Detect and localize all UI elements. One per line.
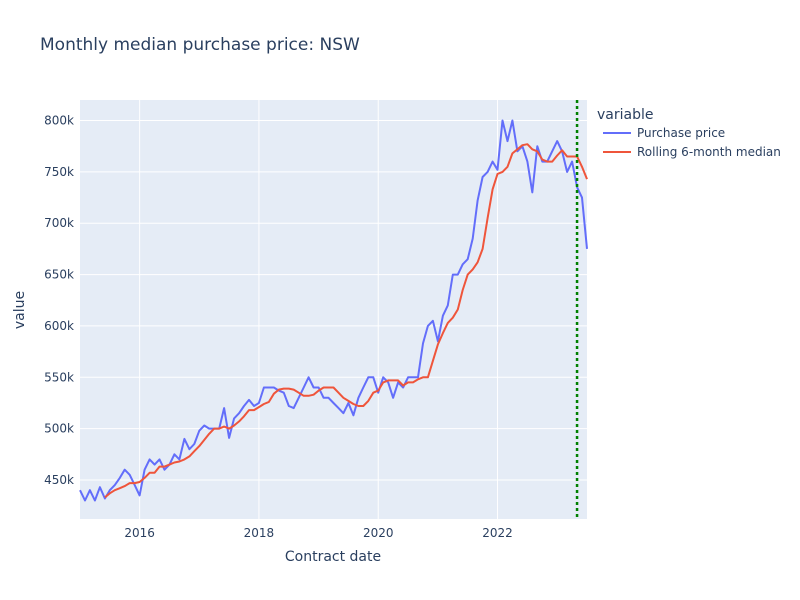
legend-title: variable xyxy=(597,107,653,123)
y-tick-label: 550k xyxy=(44,370,74,384)
series-line-0 xyxy=(79,119,588,502)
y-tick-label: 800k xyxy=(44,114,74,128)
y-tick-label: 600k xyxy=(44,319,74,333)
y-axis-ticks: 450k 500k 550k 600k 650k 700k 750k 800k xyxy=(44,114,74,487)
y-tick-label: 700k xyxy=(44,216,74,230)
y-tick-label: 500k xyxy=(44,422,74,436)
y-tick-label: 750k xyxy=(44,165,74,179)
y-tick-label: 450k xyxy=(44,473,74,487)
x-axis-label: Contract date xyxy=(285,549,381,565)
y-axis-label: value xyxy=(12,291,28,329)
y-tick-label: 650k xyxy=(44,268,74,282)
x-tick-label: 2016 xyxy=(124,526,155,540)
series-line-1 xyxy=(104,143,588,499)
legend-item-label[interactable]: Purchase price xyxy=(637,126,725,140)
series-lines xyxy=(79,119,588,502)
legend-item-label[interactable]: Rolling 6-month median xyxy=(637,145,781,159)
legend[interactable]: variable Purchase price Rolling 6-month m… xyxy=(597,107,781,159)
x-axis-ticks: 2016 2018 2020 2022 xyxy=(124,526,512,540)
x-tick-label: 2020 xyxy=(363,526,394,540)
plot-area xyxy=(80,100,587,519)
chart-title: Monthly median purchase price: NSW xyxy=(40,35,360,55)
x-tick-label: 2018 xyxy=(244,526,275,540)
x-tick-label: 2022 xyxy=(482,526,513,540)
